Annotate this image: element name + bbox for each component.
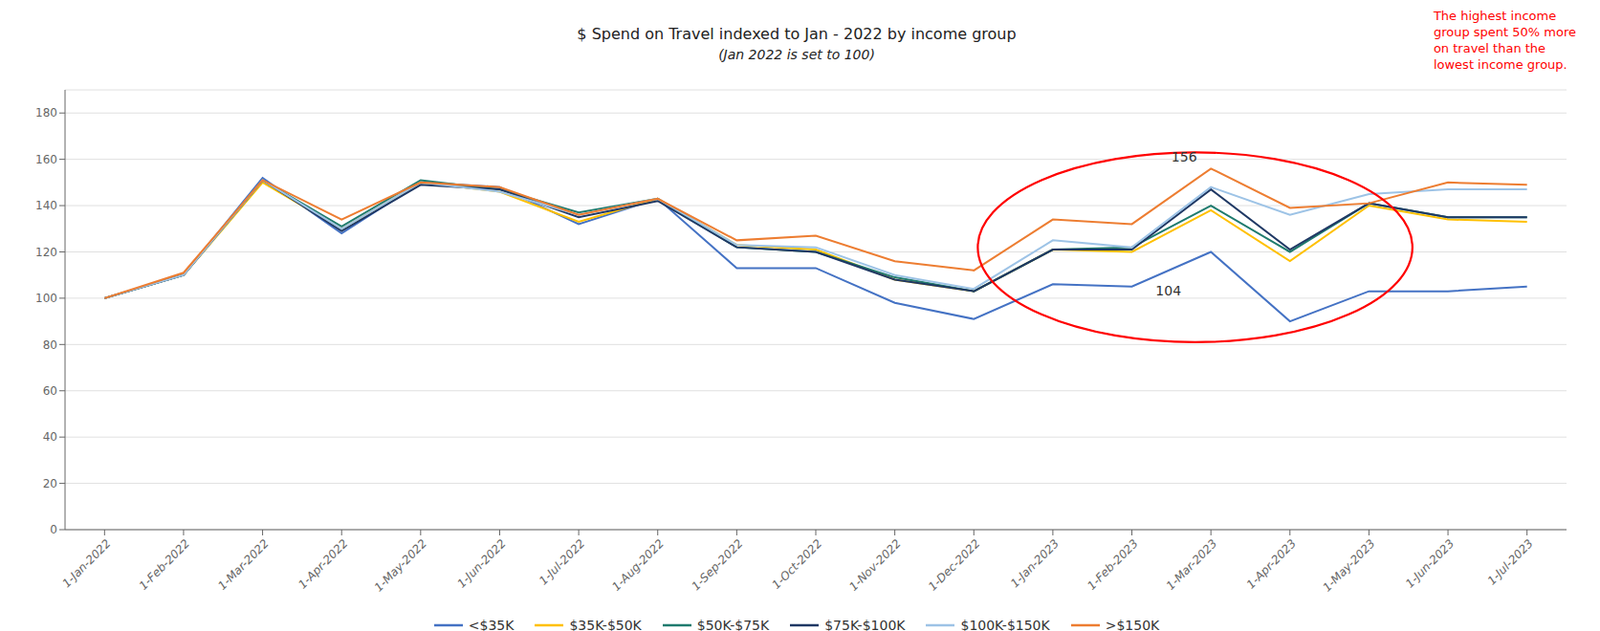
- svg-text:1-Apr-2022: 1-Apr-2022: [295, 536, 351, 592]
- svg-text:104: 104: [1155, 283, 1182, 299]
- svg-text:1-Jan-2023: 1-Jan-2023: [1008, 536, 1062, 591]
- svg-text:40: 40: [43, 430, 58, 444]
- svg-text:1-Oct-2022: 1-Oct-2022: [768, 536, 825, 592]
- svg-text:180: 180: [35, 106, 58, 120]
- html-text:group spent 50% more: group spent 50% more: [1433, 24, 1577, 40]
- svg-text:20: 20: [43, 477, 58, 491]
- svg-text:60: 60: [43, 384, 58, 398]
- svg-text:100: 100: [35, 291, 58, 306]
- svg-text:80: 80: [43, 338, 58, 352]
- svg-text:1-Feb-2023: 1-Feb-2023: [1084, 536, 1141, 593]
- svg-text:1-May-2023: 1-May-2023: [1319, 536, 1378, 594]
- svg-text:1-Jan-2022: 1-Jan-2022: [59, 536, 113, 591]
- html-text:The highest income: The highest income: [1433, 8, 1557, 23]
- svg-text:140: 140: [35, 198, 58, 213]
- svg-text:0: 0: [49, 523, 58, 537]
- svg-text:1-Sep-2022: 1-Sep-2022: [689, 536, 746, 593]
- svg-text:1-Feb-2022: 1-Feb-2022: [136, 536, 194, 593]
- html-text:on travel than the: on travel than the: [1433, 41, 1546, 56]
- svg-text:1-Apr-2023: 1-Apr-2023: [1244, 536, 1299, 592]
- svg-text:1-Mar-2022: 1-Mar-2022: [215, 536, 272, 593]
- svg-text:120: 120: [35, 245, 58, 260]
- html-text:$ Spend on Travel indexed to J: $ Spend on Travel indexed to Jan - 2022 …: [577, 24, 1017, 44]
- svg-text:1-May-2022: 1-May-2022: [372, 536, 430, 594]
- svg-text:160: 160: [35, 153, 58, 167]
- svg-text:1-Jul-2023: 1-Jul-2023: [1485, 536, 1536, 588]
- html-text:lowest income group.: lowest income group.: [1433, 57, 1568, 72]
- html-text:(Jan 2022 is set to 100): (Jan 2022 is set to 100): [718, 46, 875, 63]
- svg-text:156: 156: [1171, 149, 1198, 165]
- svg-text:1-Nov-2022: 1-Nov-2022: [846, 536, 904, 594]
- svg-text:1-Jun-2022: 1-Jun-2022: [454, 536, 508, 591]
- svg-text:1-Jun-2023: 1-Jun-2023: [1402, 536, 1457, 591]
- svg-text:1-Mar-2023: 1-Mar-2023: [1163, 536, 1221, 593]
- svg-text:1-Aug-2022: 1-Aug-2022: [609, 536, 667, 594]
- svg-text:1-Dec-2022: 1-Dec-2022: [925, 536, 983, 593]
- svg-text:1-Jul-2022: 1-Jul-2022: [536, 536, 588, 588]
